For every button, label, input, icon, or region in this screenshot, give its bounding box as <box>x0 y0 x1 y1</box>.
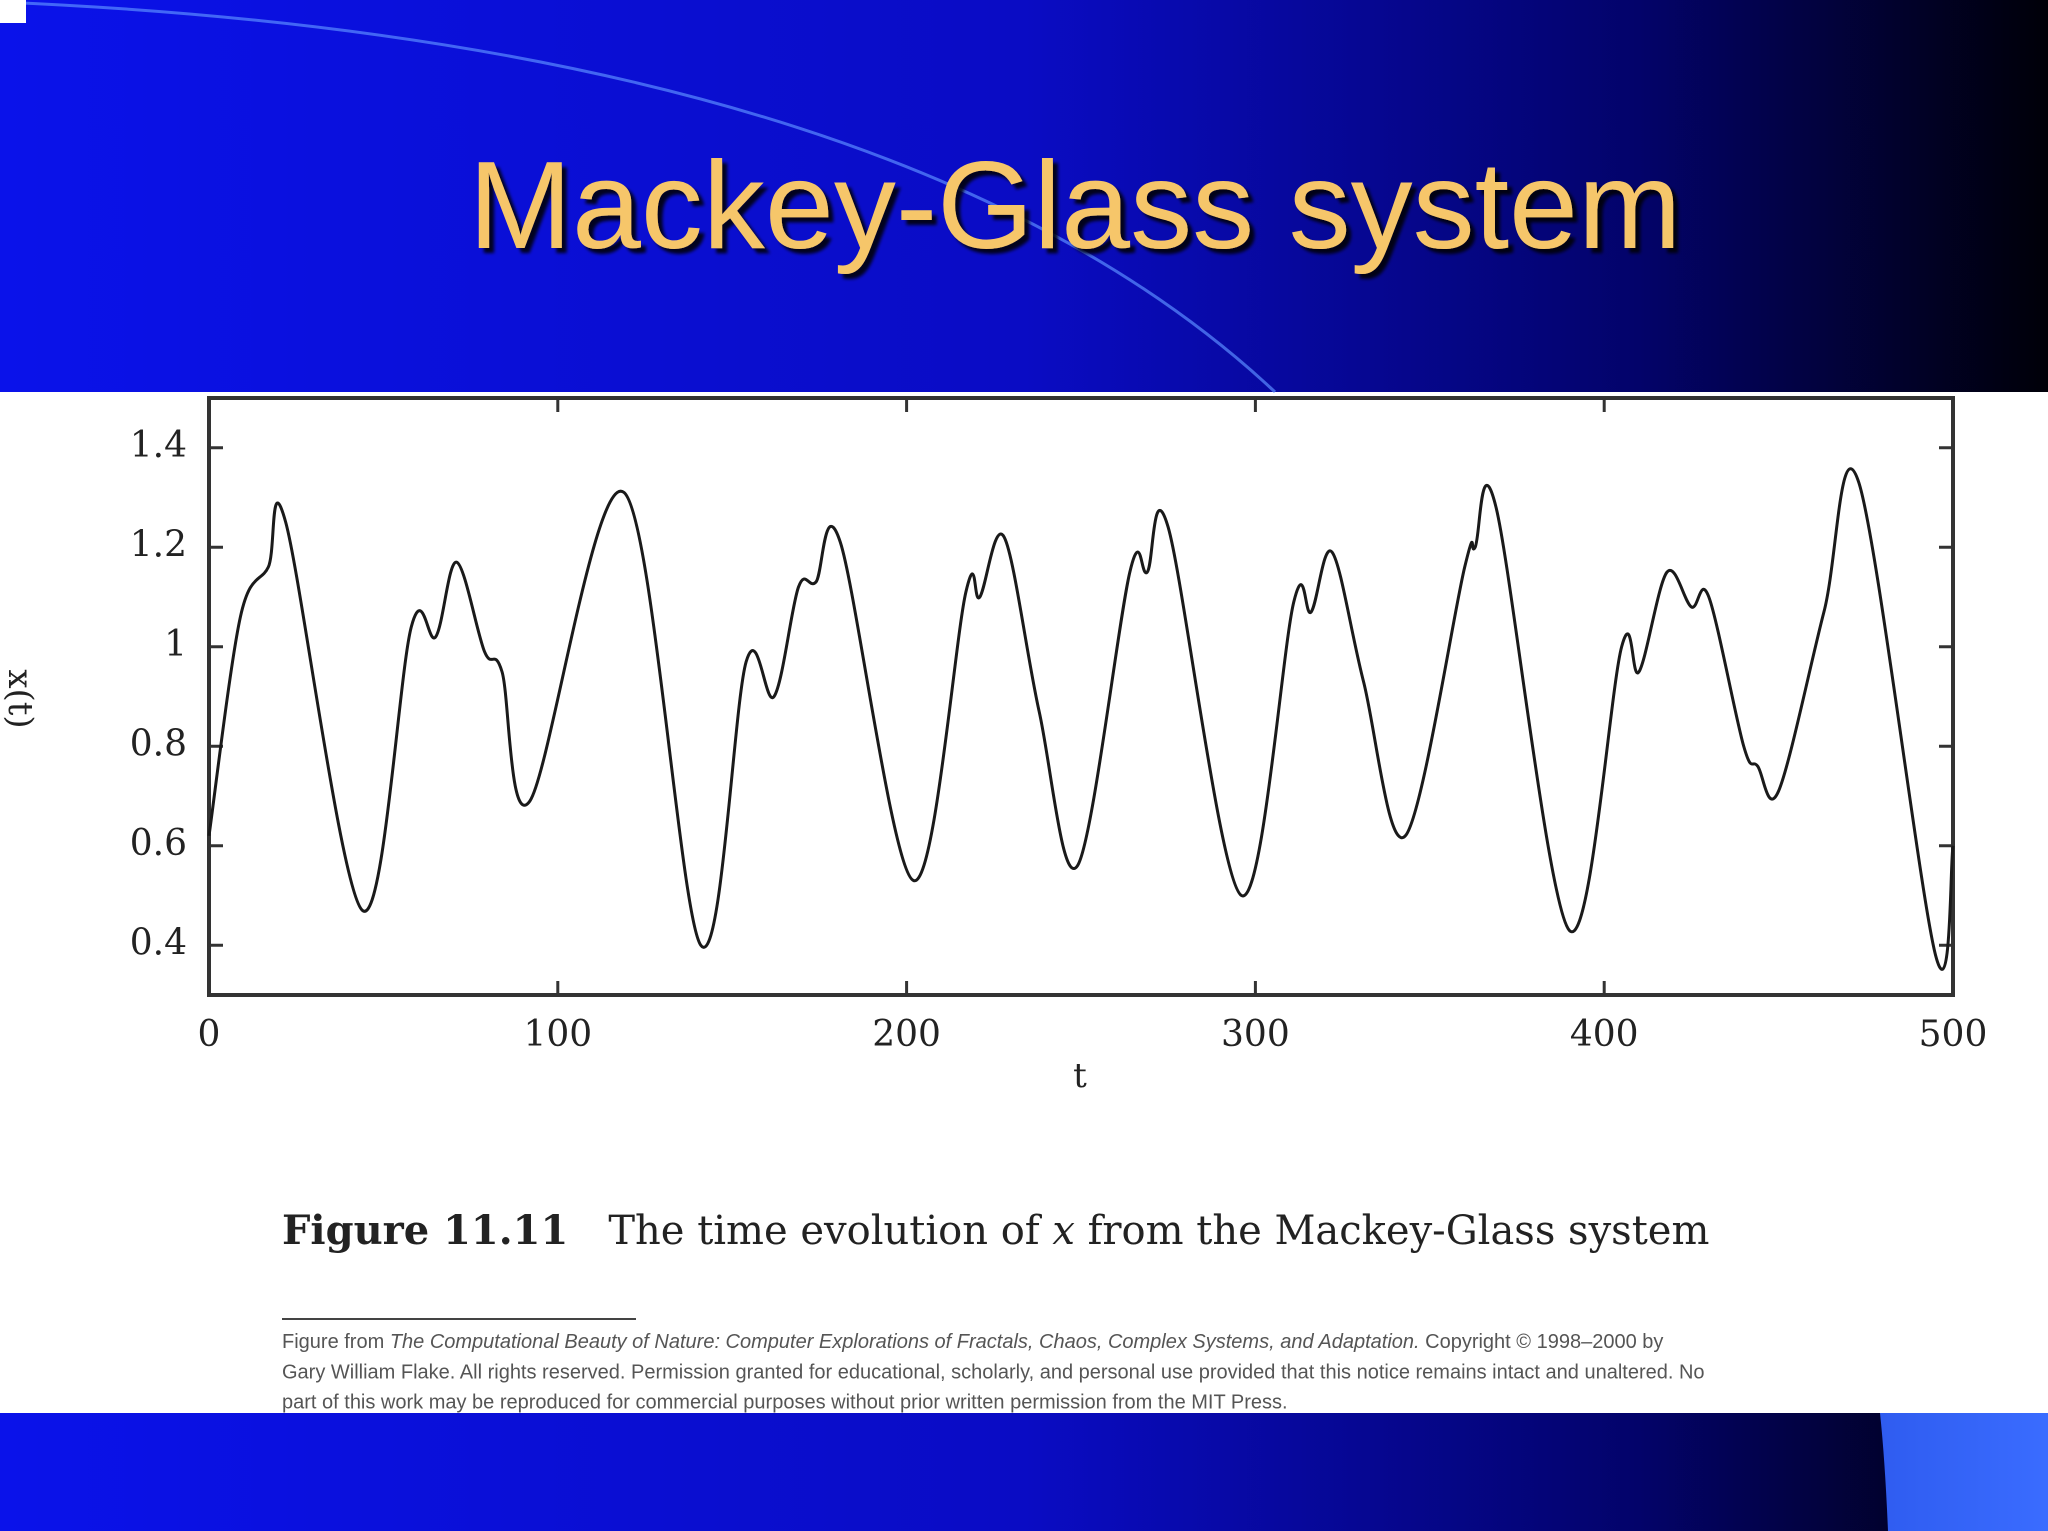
footnote-text: Figure from <box>282 1331 390 1353</box>
y-tick-label: 0.6 <box>130 823 187 864</box>
x-axis-label: t <box>1073 1056 1087 1096</box>
footer-band <box>0 1413 2048 1531</box>
x-tick-label: 300 <box>1221 1014 1290 1055</box>
corner-mark <box>0 0 26 23</box>
x-tick-label: 400 <box>1570 1014 1639 1055</box>
footnote-text: Copyright © 1998–2000 by <box>1420 1331 1664 1353</box>
x-tick-label: 0 <box>198 1014 221 1055</box>
y-tick-label: 1 <box>164 624 187 665</box>
x-tick-label: 500 <box>1919 1014 1988 1055</box>
figure-caption: Figure 11.11 The time evolution of x from… <box>282 1207 1709 1254</box>
footnote-line: part of this work may be reproduced for … <box>282 1391 1288 1413</box>
caption-label: Figure 11.11 <box>282 1207 568 1254</box>
chart: 0.4 0.6 0.8 1 1.2 1.4 0 100 200 300 400 500 t x(t) <box>0 396 1988 1096</box>
y-axis-label: x(t) <box>0 669 40 728</box>
header-band <box>0 0 2048 392</box>
footnote-line: Gary William Flake. All rights reserved.… <box>282 1361 1705 1383</box>
decor-arc <box>0 0 1277 394</box>
slide-title: Mackey-Glass system <box>469 137 1682 275</box>
caption-text: The time evolution of <box>608 1208 1052 1254</box>
footer-corner <box>1880 1413 2048 1531</box>
x-tick-label: 100 <box>523 1014 592 1055</box>
y-tick-label: 0.4 <box>130 922 187 963</box>
series-line <box>207 467 1955 971</box>
y-tick-label: 0.8 <box>130 723 187 764</box>
footnote: Figure from The Computational Beauty of … <box>282 1331 1705 1413</box>
plot-area <box>207 396 1955 997</box>
caption-text: from the Mackey-Glass system <box>1075 1208 1710 1254</box>
caption-variable: x <box>1052 1208 1075 1254</box>
footnote-italic: The Computational Beauty of Nature: Comp… <box>390 1331 1420 1353</box>
footnote-line: Figure from The Computational Beauty of … <box>282 1331 1663 1353</box>
y-tick-label: 1.2 <box>130 524 187 565</box>
x-tick-label: 200 <box>872 1014 941 1055</box>
y-tick-label: 1.4 <box>130 425 187 466</box>
